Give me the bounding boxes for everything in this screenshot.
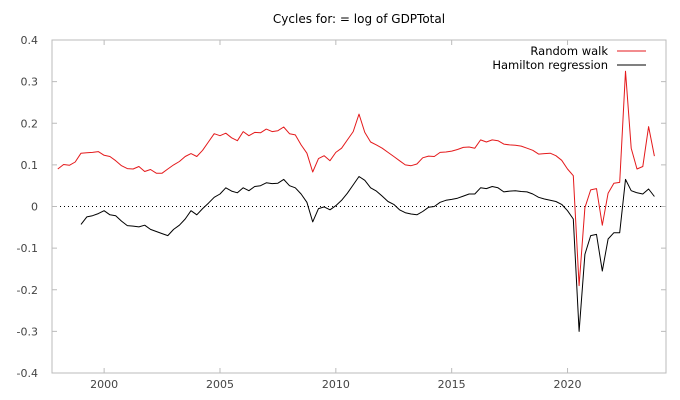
x-tick-label: 2020: [554, 378, 582, 391]
y-tick-label: -0.3: [17, 325, 38, 338]
series-group: [57, 70, 655, 332]
y-tick-label: 0: [31, 201, 38, 214]
x-tick-label: 2005: [206, 378, 234, 391]
y-tick-label: 0.2: [21, 117, 39, 130]
y-tick-label: -0.4: [17, 367, 38, 380]
x-tick-label: 2015: [438, 378, 466, 391]
x-tick-label: 2000: [90, 378, 118, 391]
x-tick-label: 2010: [322, 378, 350, 391]
series-line-hamilton-regression: [80, 176, 655, 332]
y-tick-label: 0.1: [21, 159, 39, 172]
y-tick-label: 0.4: [21, 34, 39, 47]
y-tick-label: 0.3: [21, 76, 39, 89]
y-tick-label: -0.1: [17, 242, 38, 255]
y-tick-label: -0.2: [17, 284, 38, 297]
legend-label: Hamilton regression: [492, 58, 608, 72]
y-axis: -0.4 -0.3 -0.2 -0.1 0 0.1 0.2 0.3 0.4: [17, 34, 666, 380]
series-line-random-walk: [57, 70, 655, 287]
x-axis: 2000 2005 2010 2015 2020: [90, 40, 582, 391]
legend-label: Random walk: [530, 44, 608, 58]
chart-title: Cycles for: = log of GDPTotal: [273, 12, 445, 26]
